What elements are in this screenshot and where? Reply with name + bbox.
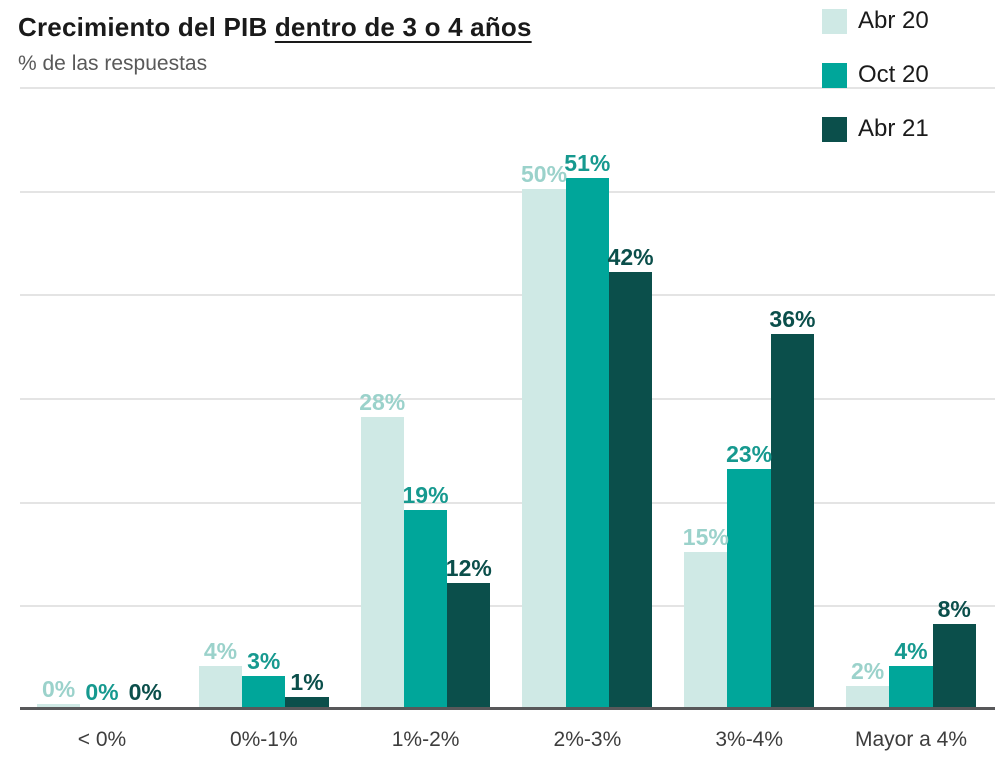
bar-group-0: 0% 0% 0% — [37, 678, 167, 707]
chart-title: Crecimiento del PIB dentro de 3 o 4 años — [18, 12, 532, 43]
bar-abr-21-3-4 — [770, 333, 815, 707]
bar-oct-20-2-3 — [565, 178, 609, 707]
bar-cell-abr-21-2-3: 42% — [608, 245, 654, 707]
bar-value-label-abr-20-1-2: 28% — [359, 388, 406, 415]
legend-label-abr-20: Abr 20 — [858, 7, 929, 34]
bar-abr-21-0-1 — [285, 696, 329, 707]
bar-value-label-oct-20-2-3: 51% — [564, 150, 611, 177]
bar-cell-abr-21-1-2: 12% — [446, 556, 492, 707]
bar-chart-plot-area: 0% 0% 0% < 0% 4% 3% 1% 0%-1% 28% 19% 12% 1%-2% 50% 51… — [20, 87, 995, 751]
bar-value-label-oct-20-0-1: 3% — [247, 647, 281, 674]
bar-value-label-abr-20-0-1: 4% — [203, 637, 238, 664]
bar-value-label-abr-20-mayor-a-4: 2% — [851, 658, 885, 685]
bar-value-label-abr-21-0-1: 1% — [290, 668, 324, 695]
bar-value-label-oct-20-1-2: 19% — [402, 482, 449, 509]
legend-row-abr-21: Abr 21 — [822, 115, 929, 142]
bar-oct-20-mayor-a-4 — [889, 665, 933, 707]
bar-cell-abr-20-3-4: 15% — [683, 525, 729, 707]
bar-value-label-abr-21-mayor-a-4: 8% — [937, 596, 971, 623]
bar-cell-abr-20-1-2: 28% — [359, 390, 405, 707]
bar-cell-oct-20-mayor-a-4: 4% — [889, 639, 933, 707]
bar-abr-20-3-4 — [684, 551, 728, 707]
bar-value-label-abr-21-2-3: 42% — [607, 243, 654, 270]
x-axis-label-0: < 0% — [77, 728, 127, 751]
bar-cell-oct-20-2-3: 51% — [564, 152, 610, 707]
x-axis-label-3-4: 3%-4% — [715, 728, 784, 751]
bar-cell-abr-21-3-4: 36% — [769, 307, 815, 707]
bar-cell-oct-20-1-2: 19% — [403, 484, 449, 707]
bar-cell-abr-20-mayor-a-4: 2% — [846, 660, 890, 707]
bar-oct-20-1-2 — [403, 510, 448, 707]
bar-abr-21-2-3 — [608, 271, 653, 707]
bar-cell-abr-20-0: 0% — [37, 678, 81, 707]
bar-abr-21-1-2 — [447, 582, 491, 707]
legend-label-oct-20: Oct 20 — [858, 61, 929, 88]
legend-swatch-abr-21 — [822, 116, 847, 142]
bar-oct-20-0-1 — [242, 675, 286, 707]
gridline-20 — [20, 501, 995, 504]
bar-value-label-abr-20-0: 0% — [42, 676, 76, 702]
legend-swatch-abr-20 — [822, 8, 847, 34]
bar-abr-21-mayor-a-4 — [932, 624, 976, 707]
bar-group-2-3: 50% 51% 42% — [521, 152, 654, 707]
bar-group-0-1: 4% 3% 1% — [198, 639, 329, 707]
chart-title-prefix: Crecimiento del PIB — [18, 12, 275, 42]
bar-abr-20-0 — [37, 704, 81, 707]
chart-legend: Abr 20 Oct 20 Abr 21 — [822, 7, 929, 170]
x-axis-label-0-1: 0%-1% — [229, 728, 298, 751]
bar-cell-abr-20-2-3: 50% — [521, 162, 567, 707]
legend-row-abr-20: Abr 20 — [822, 7, 929, 34]
gridline-60 — [20, 87, 995, 89]
bar-value-label-abr-21-0: 0% — [128, 679, 162, 705]
bar-cell-abr-21-mayor-a-4: 8% — [932, 598, 976, 707]
bar-abr-20-2-3 — [522, 188, 566, 707]
gridline-40 — [20, 294, 995, 297]
bar-cell-abr-20-0-1: 4% — [198, 639, 243, 707]
bar-group-1-2: 28% 19% 12% — [359, 390, 492, 707]
gridline-50 — [20, 190, 995, 193]
bar-value-label-abr-20-2-3: 50% — [521, 160, 568, 187]
chart-title-underlined-part: dentro de 3 o 4 años — [274, 12, 532, 42]
bar-cell-abr-21-0-1: 1% — [285, 670, 329, 707]
bar-value-label-oct-20-0: 0% — [85, 679, 119, 705]
x-axis-label-2-3: 2%-3% — [553, 728, 622, 751]
bar-cell-oct-20-0-1: 3% — [242, 649, 286, 707]
bar-value-label-oct-20-mayor-a-4: 4% — [894, 637, 928, 664]
bar-abr-20-0-1 — [198, 665, 243, 707]
legend-swatch-oct-20 — [822, 62, 847, 88]
bar-value-label-oct-20-3-4: 23% — [726, 440, 773, 467]
bar-group-mayor-a-4: 2% 4% 8% — [846, 598, 976, 707]
bar-cell-oct-20-3-4: 23% — [726, 442, 772, 707]
bar-value-label-abr-21-3-4: 36% — [769, 305, 816, 332]
bar-abr-20-mayor-a-4 — [846, 686, 890, 707]
bar-oct-20-3-4 — [727, 468, 771, 707]
x-axis-label-mayor-a-4: Mayor a 4% — [854, 728, 968, 751]
gridline-30 — [20, 398, 995, 400]
bar-value-label-abr-20-3-4: 15% — [682, 523, 729, 550]
x-axis-label-1-2: 1%-2% — [391, 728, 460, 751]
chart-subtitle: % de las respuestas — [18, 52, 208, 75]
x-axis-line — [20, 707, 995, 710]
legend-label-abr-21: Abr 21 — [858, 115, 929, 142]
bar-abr-20-1-2 — [360, 416, 404, 707]
bar-value-label-abr-21-1-2: 12% — [445, 554, 492, 581]
legend-row-oct-20: Oct 20 — [822, 61, 929, 88]
gridline-10 — [20, 605, 995, 608]
bar-group-3-4: 15% 23% 36% — [683, 307, 815, 707]
